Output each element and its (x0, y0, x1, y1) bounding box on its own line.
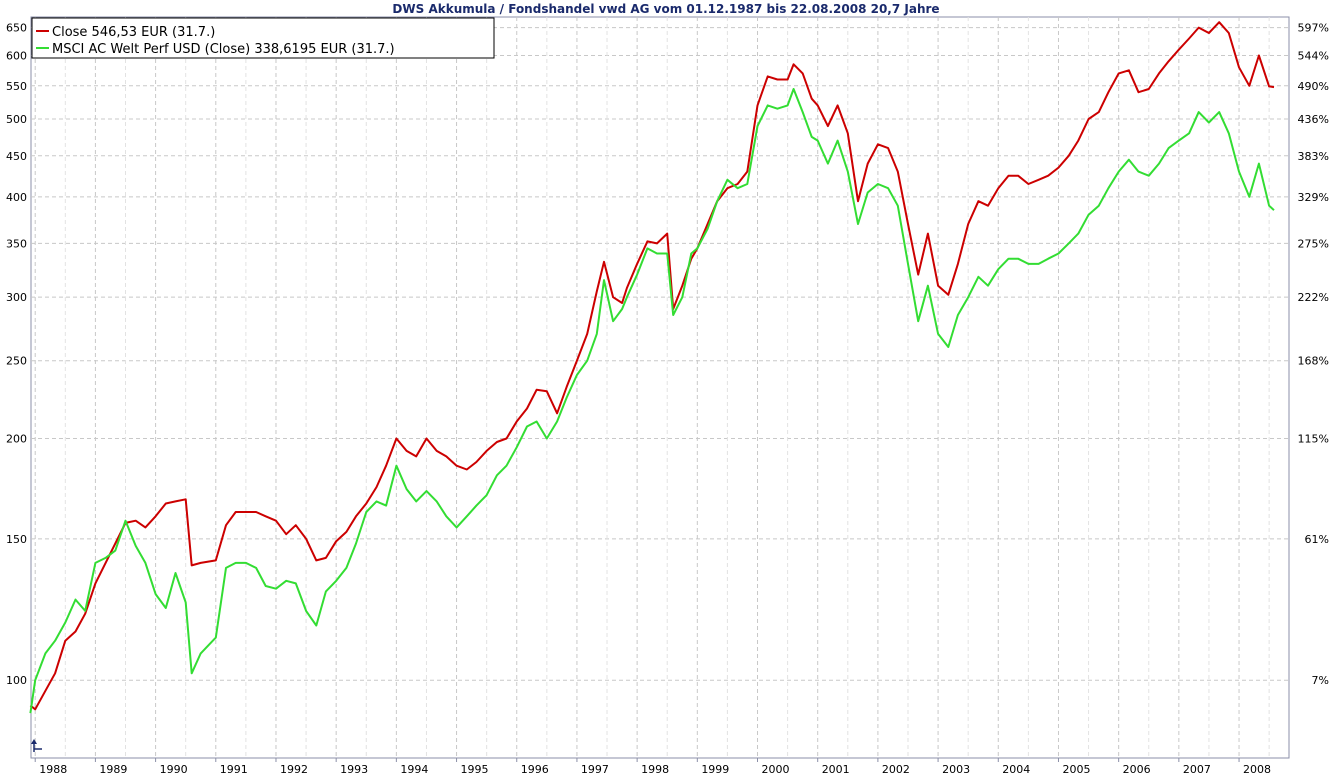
x-tick-label: 1997 (581, 763, 609, 775)
y-tick-label-right: 597% (1298, 22, 1329, 35)
y-tick-label-left: 600 (6, 49, 27, 62)
y-tick-label-left: 500 (6, 113, 27, 126)
y-tick-label-left: 400 (6, 191, 27, 204)
legend: Close 546,53 EUR (31.7.) MSCI AC Welt Per… (31, 17, 495, 59)
y-tick-label-left: 550 (6, 80, 27, 93)
x-tick-label: 1998 (641, 763, 669, 775)
x-tick-label: 1993 (340, 763, 368, 775)
axis-origin-icon (31, 739, 42, 752)
y-tick-label-right: 168% (1298, 355, 1329, 368)
y-tick-label-right: 436% (1298, 113, 1329, 126)
y-tick-label-left: 150 (6, 533, 27, 546)
y-tick-label-right: 275% (1298, 237, 1329, 250)
x-axis: 1988 1989 1990 1991 1992 1993 1994 1995 1996 1997… (34, 758, 1271, 775)
x-tick-label: 2005 (1062, 763, 1090, 775)
y-tick-label-right: 115% (1298, 433, 1329, 446)
x-tick-label: 1991 (220, 763, 248, 775)
x-tick-label: 1995 (461, 763, 489, 775)
y-tick-label-right: 61% (1305, 533, 1329, 546)
y-tick-label-right: 7% (1312, 674, 1329, 687)
y-tick-label-right: 490% (1298, 80, 1329, 93)
grid (31, 17, 1289, 758)
y-tick-label-left: 100 (6, 674, 27, 687)
y-tick-label-left: 300 (6, 291, 27, 304)
x-tick-label: 1990 (160, 763, 188, 775)
series-line-1 (29, 21, 1275, 711)
series-line-2 (29, 88, 1275, 714)
y-tick-label-right: 383% (1298, 150, 1329, 163)
x-tick-label: 2003 (942, 763, 970, 775)
x-tick-label: 2007 (1183, 763, 1211, 775)
y-tick-label-left: 200 (6, 433, 27, 446)
y-tick-label-left: 450 (6, 150, 27, 163)
y-tick-label-left: 350 (6, 237, 27, 250)
legend-box (31, 17, 495, 59)
y-tick-label-right: 222% (1298, 291, 1329, 304)
x-tick-label: 1994 (400, 763, 428, 775)
x-tick-label: 1999 (701, 763, 729, 775)
x-tick-label: 2004 (1002, 763, 1030, 775)
series-lines (29, 21, 1275, 714)
x-tick-label: 2006 (1123, 763, 1151, 775)
x-tick-label: 2000 (762, 763, 790, 775)
x-tick-label: 2008 (1243, 763, 1271, 775)
x-tick-label: 1988 (39, 763, 67, 775)
x-tick-label: 1996 (521, 763, 549, 775)
y-tick-label-right: 329% (1298, 191, 1329, 204)
y-tick-label-left: 650 (6, 22, 27, 35)
x-tick-label: 2002 (882, 763, 910, 775)
chart-title: DWS Akkumula / Fondshandel vwd AG vom 01… (392, 2, 939, 16)
y-axis-right: 7% 61% 115% 168% 222% 275% 329% 383% 436% 490% 544… (1298, 22, 1329, 688)
y-tick-label-right: 544% (1298, 49, 1329, 62)
x-tick-label: 2001 (822, 763, 850, 775)
x-tick-label: 1989 (99, 763, 127, 775)
y-axis-left: 100 150 200 250 300 350 400 450 500 550 600 650 (6, 22, 27, 688)
legend-label: MSCI AC Welt Perf USD (Close) 338,6195 E… (52, 42, 395, 57)
plot-area (30, 16, 1290, 759)
y-tick-label-left: 250 (6, 355, 27, 368)
x-tick-label: 1992 (280, 763, 308, 775)
legend-label: Close 546,53 EUR (31.7.) (52, 25, 215, 40)
